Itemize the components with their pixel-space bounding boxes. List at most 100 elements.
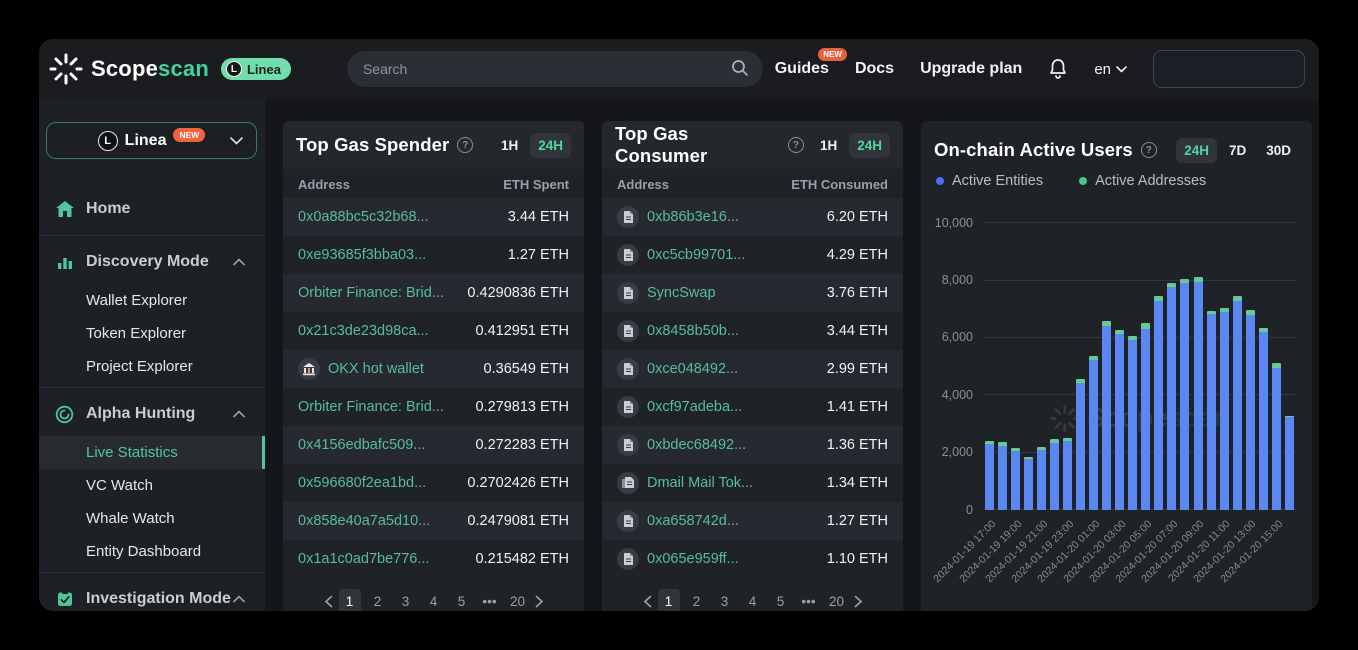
next-page-button[interactable] [535,595,544,608]
bar [1102,321,1112,511]
address-link[interactable]: 0xcf97adeba... [647,399,743,415]
address-link[interactable]: 0xbdec68492... [647,437,747,453]
page-20[interactable]: 20 [509,593,526,609]
address-link[interactable]: 0xce048492... [647,361,739,377]
nav-guides[interactable]: Guides NEW [775,48,847,78]
address-link[interactable]: 0x858e40a7a5d10... [298,513,431,529]
next-page-button[interactable] [854,595,863,608]
notification-bell-icon[interactable] [1048,58,1068,80]
sidebar-section-alpha-hunting[interactable]: Alpha Hunting [39,392,265,436]
active-users-panel: On-chain Active Users ? 24H 7D 30D Active … [921,121,1312,611]
language-selector[interactable]: en [1094,61,1127,78]
tab-24h[interactable]: 24H [530,132,571,158]
contract-icon [617,396,639,418]
bar [1180,278,1190,511]
page-1[interactable]: 1 [338,589,361,611]
tab-30d[interactable]: 30D [1266,142,1291,158]
help-icon[interactable]: ? [457,137,474,153]
nav-docs[interactable]: Docs [854,60,895,77]
brand-logo[interactable]: Scopescan L Linea [49,52,291,86]
address-link[interactable]: Orbiter Finance: Brid... [298,399,444,415]
bar-cap [1206,310,1216,314]
address-link[interactable]: 0x21c3de23d98ca... [298,323,429,339]
address-link[interactable]: 0x065e959ff... [647,551,739,567]
page-3[interactable]: 3 [401,593,410,609]
address-link[interactable]: Dmail Mail Tok... [647,475,754,491]
contract-icon [623,287,633,299]
sidebar-section-label: Discovery Mode [86,253,209,270]
y-axis-tick: 4,000 [941,387,973,402]
tab-1h[interactable]: 1H [500,137,519,153]
address-link[interactable]: 0x8458b50b... [647,323,739,339]
wallet-connect-box[interactable] [1153,50,1305,88]
address-link[interactable]: 0x596680f2ea1bd... [298,475,427,491]
legend-item[interactable]: Active Addresses [1079,173,1206,189]
tab-24h[interactable]: 24H [849,132,890,158]
address-link[interactable]: 0xb86b3e16... [647,209,739,225]
address-link[interactable]: 0xe93685f3bba03... [298,247,427,263]
help-icon[interactable]: ? [787,137,804,153]
page-2[interactable]: 2 [373,593,382,609]
top-bar: Scopescan L Linea Search Guides NEW Docs… [39,39,1319,99]
tab-24h[interactable]: 24H [1176,137,1217,163]
home-icon [54,200,75,218]
prev-page-button[interactable] [324,595,333,608]
prev-page-button[interactable] [643,595,652,608]
address-link[interactable]: 0xc5cb99701... [647,247,746,263]
contract-icon [623,553,633,565]
guides-new-badge: NEW [818,48,847,61]
page-ellipsis[interactable]: ••• [801,593,816,609]
page-2[interactable]: 2 [692,593,701,609]
page-5[interactable]: 5 [776,593,785,609]
search-input[interactable]: Search [346,51,763,87]
address-link[interactable]: 0x4156edbafc509... [298,437,426,453]
table-row: 0xce048492... 2.99 ETH [602,350,903,388]
eth-value: 0.279813 ETH [475,399,569,415]
address-cell: Dmail Mail Tok... [617,472,753,494]
address-link[interactable]: 0xa658742d... [647,513,739,529]
address-link[interactable]: Orbiter Finance: Brid... [298,285,444,301]
sidebar-item-entity-dashboard[interactable]: Entity Dashboard [86,543,202,560]
sidebar-section-investigation-mode[interactable]: Investigation Mode [39,577,265,611]
tab-7d[interactable]: 7D [1228,142,1247,158]
address-link[interactable]: 0x0a88bc5c32b68... [298,209,429,225]
nav-upgrade-plan[interactable]: Upgrade plan [920,60,1023,77]
contract-icon [623,363,633,375]
eth-value: 1.27 ETH [507,247,569,263]
sidebar-section-home[interactable]: Home [39,187,265,231]
address-cell: 0x065e959ff... [617,548,739,570]
page-3[interactable]: 3 [720,593,729,609]
address-link[interactable]: OKX hot wallet [328,361,424,377]
sidebar-item-live-statistics[interactable]: Live Statistics [39,436,265,469]
sidebar-item-token-explorer[interactable]: Token Explorer [86,325,187,342]
sidebar-item-project-explorer[interactable]: Project Explorer [86,358,193,375]
legend-item[interactable]: Active Entities [936,173,1043,189]
address-link[interactable]: 0x1a1c0ad7be776... [298,551,430,567]
table-row: 0x4156edbafc509... 0.272283 ETH [283,426,584,464]
bar-chart-icon [54,253,75,271]
help-icon[interactable]: ? [1140,142,1157,158]
address-link[interactable]: SyncSwap [647,285,716,301]
sidebar-item-wallet-explorer[interactable]: Wallet Explorer [86,292,188,309]
bar [1141,323,1151,511]
tab-1h[interactable]: 1H [819,137,838,153]
page-1[interactable]: 1 [657,589,680,611]
table-row: 0x065e959ff... 1.10 ETH [602,540,903,578]
sidebar-item-whale-watch[interactable]: Whale Watch [86,510,175,527]
bar-cap [1193,276,1203,282]
contract-icon [617,510,639,532]
bar-cap [1141,323,1151,329]
sidebar-item-vc-watch[interactable]: VC Watch [86,477,153,494]
address-cell: OKX hot wallet [298,358,424,380]
bar-cap [1102,321,1112,327]
panel-title: On-chain Active Users [934,139,1133,160]
page-5[interactable]: 5 [457,593,466,609]
page-20[interactable]: 20 [828,593,845,609]
page-4[interactable]: 4 [748,593,757,609]
linea-icon: L [97,130,118,151]
page-ellipsis[interactable]: ••• [482,593,497,609]
sidebar-section-discovery-mode[interactable]: Discovery Mode [39,240,265,284]
chain-selector[interactable]: L Linea NEW [46,122,257,159]
page-4[interactable]: 4 [429,593,438,609]
bar [1011,448,1021,511]
